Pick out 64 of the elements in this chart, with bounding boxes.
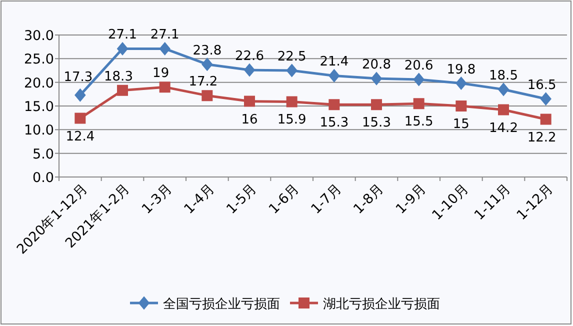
y-tick-label: 20.0 xyxy=(24,75,54,92)
point xyxy=(328,99,340,110)
point xyxy=(456,76,467,90)
data-label: 15.5 xyxy=(404,114,434,130)
y-tick-label: 30.0 xyxy=(24,28,54,44)
data-label: 12.4 xyxy=(66,129,95,144)
point xyxy=(159,82,170,93)
point xyxy=(540,92,552,106)
data-label: 18.5 xyxy=(489,68,518,84)
point xyxy=(202,90,213,102)
data-label: 15.3 xyxy=(362,116,391,131)
legend-label: 湖北亏损企业亏损面 xyxy=(323,297,440,312)
point xyxy=(371,99,382,110)
y-tick-label: 15.0 xyxy=(24,99,54,115)
data-label: 20.6 xyxy=(404,58,434,74)
data-label: 17.3 xyxy=(64,70,93,86)
data-label: 15.3 xyxy=(320,116,349,131)
point xyxy=(413,72,424,86)
point xyxy=(540,114,552,125)
data-label: 20.8 xyxy=(362,58,391,73)
data-label: 23.8 xyxy=(192,43,222,58)
point xyxy=(202,58,213,71)
data-label: 17.2 xyxy=(188,74,218,90)
x-tick-label: 1-7月 xyxy=(308,180,345,218)
data-label: 27.1 xyxy=(150,28,180,43)
point xyxy=(117,84,128,96)
x-tick-label: 1-9月 xyxy=(392,180,430,218)
x-tick-label: 1-8月 xyxy=(350,180,388,218)
point xyxy=(286,96,298,108)
data-label: 12.2 xyxy=(527,130,556,146)
y-tick-label: 5.0 xyxy=(32,146,54,162)
x-tick-label: 1-5月 xyxy=(224,180,260,218)
x-tick-label: 1-4月 xyxy=(181,180,218,218)
y-tick-label: 10.0 xyxy=(24,122,54,139)
point xyxy=(328,69,340,82)
point xyxy=(498,104,509,116)
data-label: 16.5 xyxy=(527,78,556,93)
data-label: 19 xyxy=(152,66,170,82)
point xyxy=(117,42,128,56)
point xyxy=(371,72,382,86)
point xyxy=(74,112,86,124)
data-label: 22.6 xyxy=(235,49,264,64)
legend-label: 全国亏损企业亏损面 xyxy=(163,297,280,312)
data-label: 16 xyxy=(241,112,258,128)
x-tick-label: 1-3月 xyxy=(138,180,176,218)
y-tick-label: 0.0 xyxy=(32,170,54,186)
point xyxy=(74,88,86,102)
data-label: 19.8 xyxy=(446,62,476,78)
point xyxy=(413,98,424,110)
data-label: 15.9 xyxy=(277,112,306,128)
point xyxy=(244,64,255,77)
point xyxy=(456,100,467,112)
data-label: 18.3 xyxy=(104,69,133,84)
data-label: 15 xyxy=(452,117,470,132)
point xyxy=(244,96,255,107)
point xyxy=(498,82,509,96)
point xyxy=(286,64,298,77)
data-label: 22.5 xyxy=(277,50,306,64)
x-tick-label: 1-6月 xyxy=(266,180,303,218)
data-label: 14.2 xyxy=(489,120,518,136)
data-label: 21.4 xyxy=(320,54,349,70)
y-tick-label: 25.0 xyxy=(24,52,54,68)
point xyxy=(159,42,170,56)
data-label: 27.1 xyxy=(108,28,137,43)
